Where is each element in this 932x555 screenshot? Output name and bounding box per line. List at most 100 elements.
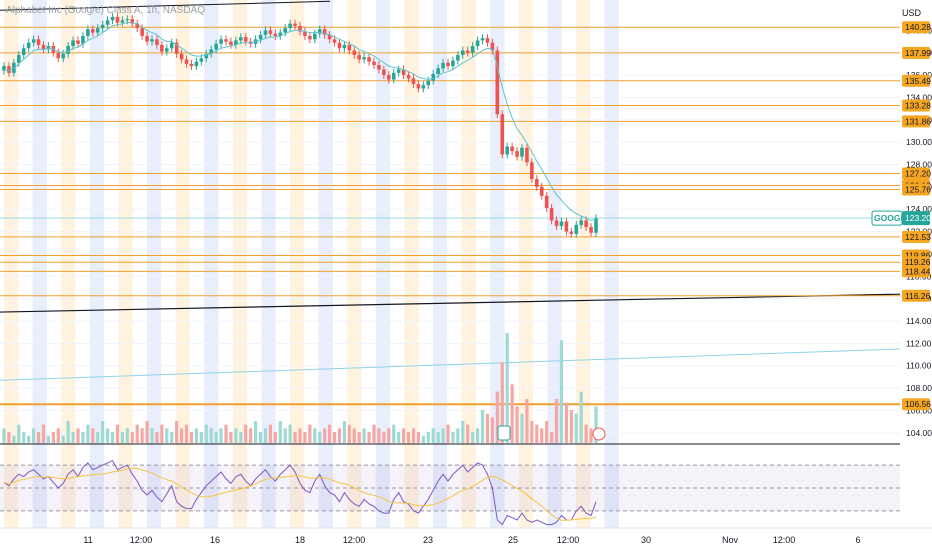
- volume-bar: [574, 413, 578, 443]
- price-tick-label: 124.00: [906, 204, 932, 214]
- candle-body: [219, 39, 223, 44]
- volume-bar: [170, 432, 174, 443]
- volume-bar: [36, 432, 41, 443]
- candle-body: [327, 34, 332, 40]
- time-axis[interactable]: 11 12:00 16 18 12:00 23 25 12:00 30 Nov 12:00 6: [0, 527, 932, 545]
- volume-bar: [515, 406, 519, 443]
- grid-lines: [0, 29, 900, 434]
- time-tick-label: 16: [210, 535, 220, 545]
- volume-bar: [278, 421, 282, 443]
- currency-label[interactable]: USD: [902, 8, 922, 18]
- volume-bar: [377, 428, 381, 443]
- volume-bar: [7, 432, 11, 443]
- volume-bar: [86, 424, 90, 443]
- volume-bar: [352, 428, 356, 443]
- volume-bar: [219, 428, 223, 443]
- candle-body: [470, 46, 475, 53]
- level-price-tag: [902, 230, 930, 243]
- candle-body: [110, 16, 115, 21]
- volume-bar: [175, 421, 179, 443]
- candle-body: [569, 231, 574, 234]
- candle-body: [179, 53, 184, 60]
- candle-body: [367, 57, 371, 62]
- volume-bar: [308, 424, 312, 443]
- volume-bar: [569, 410, 573, 443]
- trend-lines[interactable]: [0, 0, 901, 445]
- volume-bar: [283, 428, 287, 443]
- volume-bar: [392, 424, 396, 443]
- candle-body: [564, 221, 569, 232]
- candle-body: [559, 221, 564, 226]
- volume-bar: [584, 424, 588, 443]
- volume-bar: [209, 428, 213, 443]
- candle-body: [61, 53, 65, 59]
- time-tick-label: 11: [83, 535, 92, 545]
- volume-bar: [66, 421, 70, 443]
- session-band: [204, 0, 219, 528]
- volume-bar: [298, 428, 302, 443]
- moving-average-line: [3, 22, 597, 221]
- price-tick-label: 104.00: [906, 428, 932, 438]
- lower-trend-line: [0, 293, 901, 313]
- session-band: [361, 0, 376, 528]
- candle-body: [36, 39, 41, 45]
- volume-bar: [357, 432, 361, 443]
- candle-body: [337, 42, 342, 49]
- volume-bar: [495, 391, 499, 443]
- candle-body: [539, 186, 544, 196]
- candle-body: [441, 62, 445, 69]
- candle-body: [115, 16, 120, 23]
- level-price-label: 121.53: [905, 232, 931, 242]
- candle-body: [7, 66, 11, 73]
- volume-bar: [397, 432, 401, 443]
- level-price-tag: [902, 21, 930, 34]
- candle-body: [525, 147, 529, 163]
- volume-bar: [564, 402, 568, 443]
- level-price-label: 135.49: [905, 76, 931, 86]
- level-price-label: 106.56: [905, 399, 931, 409]
- volume-bar: [135, 424, 139, 443]
- candle-body: [293, 23, 297, 26]
- candle-body: [263, 30, 268, 35]
- candle-body: [530, 162, 534, 180]
- session-band: [247, 0, 262, 528]
- volume-bar: [96, 432, 100, 443]
- session-band: [118, 0, 133, 528]
- volume-bar: [303, 432, 307, 443]
- price-tick-label: 130.00: [906, 137, 932, 147]
- candle-body: [495, 50, 500, 115]
- candle-body: [204, 53, 209, 59]
- candle-body: [475, 40, 480, 47]
- level-price-tag: [902, 183, 930, 196]
- candle-body: [26, 42, 31, 49]
- horizontal-levels[interactable]: [0, 26, 900, 406]
- candle-body: [165, 48, 169, 52]
- last-price-tag: [902, 211, 930, 226]
- volume-bar: [125, 428, 129, 443]
- candle-body: [140, 28, 144, 36]
- candle-body: [485, 38, 490, 43]
- volume-bars: [2, 333, 598, 443]
- candle-body: [95, 28, 100, 33]
- candle-body: [406, 75, 411, 79]
- event-markers[interactable]: [497, 425, 606, 441]
- volume-bar: [273, 432, 277, 443]
- session-band: [404, 0, 419, 528]
- candle-body: [169, 42, 174, 49]
- volume-bar: [234, 428, 238, 443]
- candle-body: [184, 59, 189, 64]
- price-tick-label: 134.00: [906, 92, 932, 102]
- level-price-tag: [902, 74, 930, 87]
- volume-bar: [323, 428, 327, 443]
- volume-bar: [214, 432, 218, 443]
- price-axis[interactable]: 140.00138.00136.00134.00132.00130.00128.…: [871, 0, 932, 528]
- candle-body: [278, 32, 283, 36]
- volume-bar: [155, 432, 159, 443]
- candle-body: [332, 39, 337, 43]
- candle-body: [382, 69, 386, 76]
- session-band: [189, 0, 205, 528]
- level-price-tag: [902, 46, 930, 59]
- volume-bar: [416, 432, 420, 443]
- volume-bar: [41, 424, 46, 443]
